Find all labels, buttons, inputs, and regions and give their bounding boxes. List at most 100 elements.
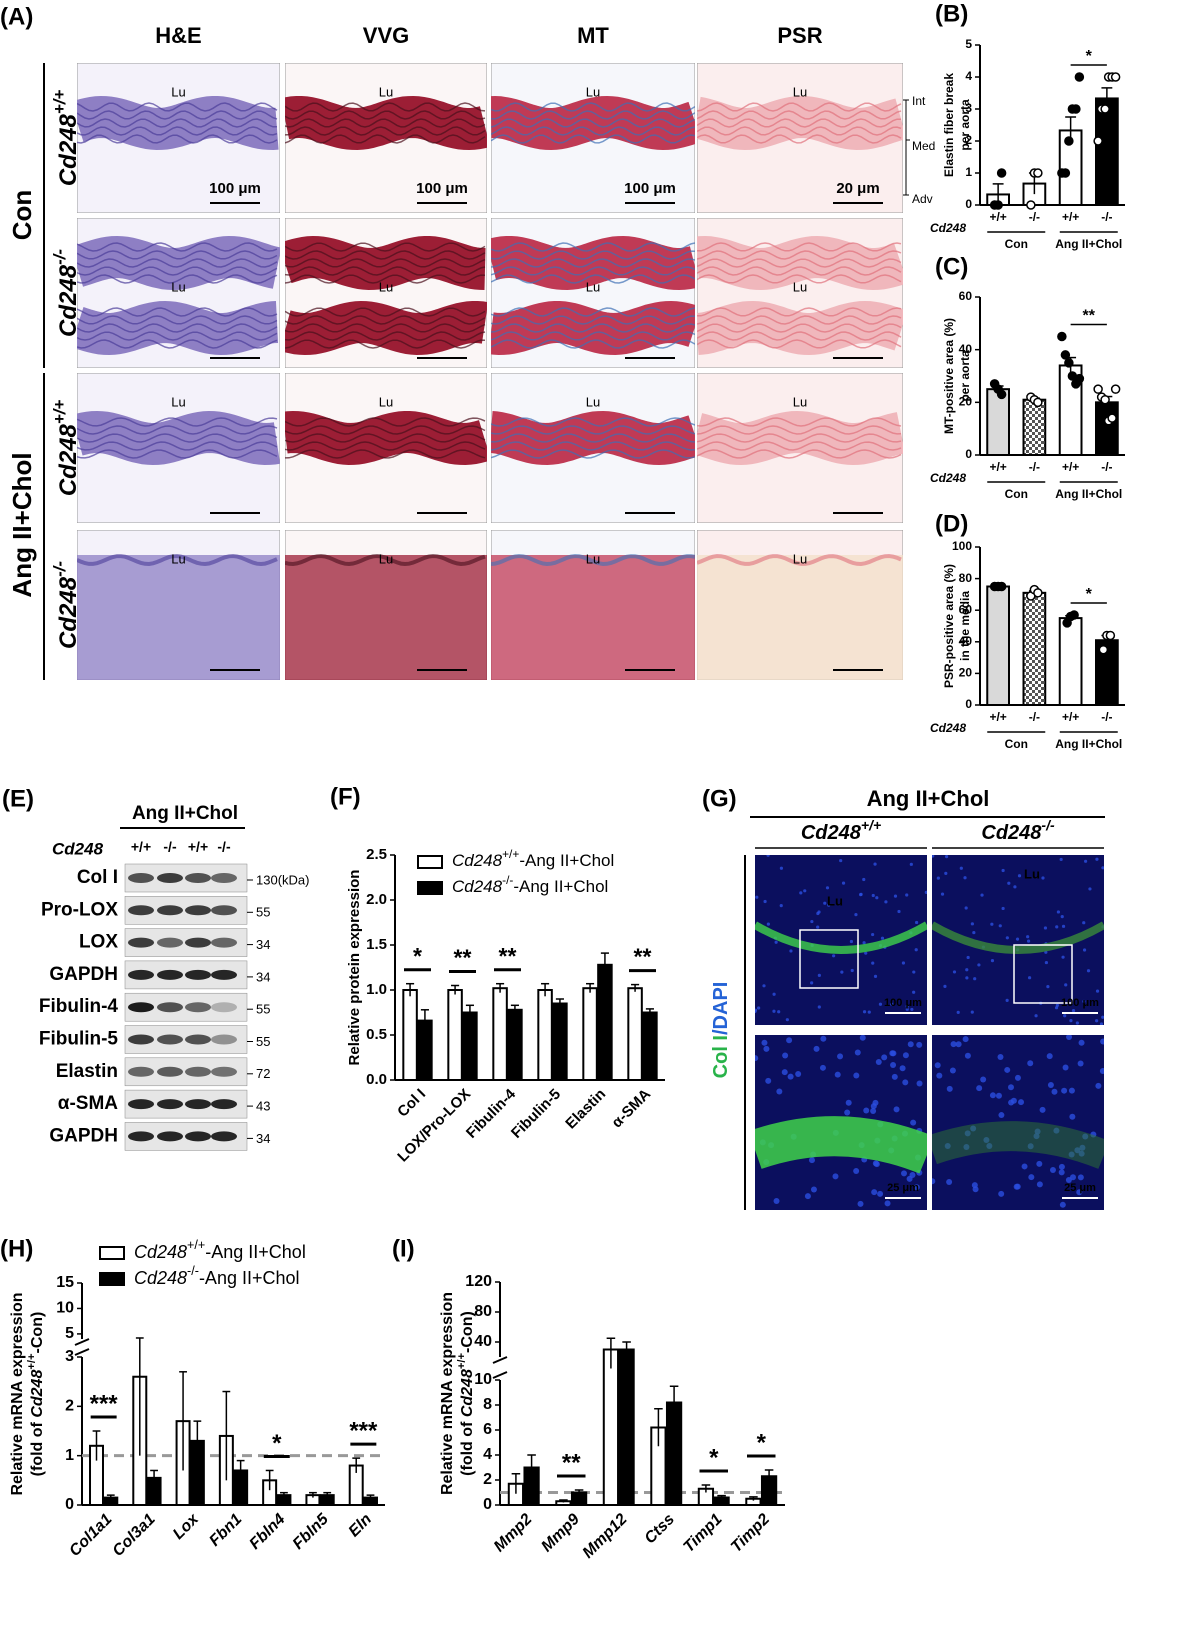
panel-letter: (D) <box>935 510 968 537</box>
nucleus <box>1049 1167 1056 1174</box>
significance: ** <box>499 943 517 969</box>
nucleus <box>1055 1003 1059 1007</box>
nucleus <box>781 1069 788 1076</box>
nucleus <box>1039 1106 1046 1113</box>
nucleus <box>901 961 906 965</box>
tissue-fiber <box>491 110 695 120</box>
x-tick-label: Fibulin-5 <box>508 1086 564 1142</box>
text-part: -Ang II+Chol <box>199 1268 300 1288</box>
tissue-fiber <box>285 266 486 276</box>
nucleus <box>817 1005 821 1009</box>
column-header: H&E <box>155 23 201 48</box>
tissue-fiber <box>491 102 695 112</box>
y-axis-label: (fold of Cd248+/+-Con) <box>26 1312 46 1477</box>
tissue-fiber <box>491 274 695 284</box>
nucleus <box>1007 1084 1014 1091</box>
x-tick-label: +/+ <box>989 210 1006 224</box>
nucleus <box>1101 866 1104 870</box>
text-part: Cd248 <box>452 877 503 896</box>
side-label-part: Col I <box>710 1035 732 1078</box>
lumen-label: Lu <box>379 84 393 99</box>
x-tick-label: Mmp9 <box>538 1511 583 1556</box>
data-point <box>1069 610 1079 620</box>
y-tick-label: 0.0 <box>366 1071 387 1088</box>
blot-band <box>128 1066 154 1077</box>
blot-label: Fibulin-4 <box>39 996 119 1017</box>
bar <box>507 1008 523 1081</box>
nucleus <box>936 876 940 880</box>
tissue <box>77 555 280 680</box>
bar <box>986 388 1010 456</box>
tissue-fiber <box>77 307 278 317</box>
lumen-label: Lu <box>379 394 393 409</box>
nucleus <box>906 1175 913 1182</box>
text-part: -Ang II+Chol <box>519 851 614 870</box>
tissue-fiber <box>285 449 486 459</box>
tissue-fiber <box>697 134 902 144</box>
y-tick-label: 60 <box>959 602 973 616</box>
nucleus <box>913 1184 920 1191</box>
nucleus <box>772 1009 776 1013</box>
histology-image: Lu 100 μm <box>77 63 280 213</box>
y-tick-label: 1.5 <box>366 936 387 953</box>
histology-image: Lu <box>285 530 487 680</box>
marker-label: 72 <box>256 1066 270 1081</box>
text-part: +/+ <box>861 817 881 833</box>
y-tick-label: 1 <box>65 1447 74 1464</box>
x-tick-label: -/- <box>1029 460 1040 474</box>
y-tick-label: 2.5 <box>366 846 387 863</box>
tissue-fiber <box>77 417 278 427</box>
tissue-fiber <box>491 250 695 260</box>
nucleus <box>1059 1201 1066 1208</box>
nucleus <box>1086 969 1091 973</box>
side-label: Col I/DAPI <box>710 982 732 1079</box>
column-header: PSR <box>777 23 822 48</box>
nucleus <box>871 893 875 898</box>
nucleus <box>936 1072 943 1079</box>
tissue-fiber <box>77 134 278 144</box>
data-point <box>1074 373 1085 384</box>
x-tick-label: +/+ <box>1062 460 1079 474</box>
y-tick-label: 2 <box>483 1471 492 1488</box>
nucleus <box>997 1053 1004 1060</box>
nucleus <box>1063 1014 1067 1018</box>
tissue-fiber <box>697 110 902 120</box>
histology-image: Lu <box>77 218 280 368</box>
tissue-fiber <box>697 258 902 268</box>
significance: ** <box>454 945 472 971</box>
nucleus <box>932 1178 936 1185</box>
nucleus <box>1005 998 1009 1002</box>
tissue-band <box>77 95 279 151</box>
tissue-fiber <box>77 449 278 459</box>
nucleus <box>1046 1053 1053 1060</box>
nucleus <box>825 886 830 890</box>
nucleus <box>950 1041 957 1048</box>
layer-label: Int <box>912 94 926 108</box>
nucleus <box>777 1010 781 1014</box>
nucleus <box>1065 1177 1072 1184</box>
y-axis-label: per aorta <box>958 350 972 402</box>
legend-label: Cd248-/--Ang II+Chol <box>452 873 608 896</box>
blot-band <box>157 1002 183 1013</box>
nucleus <box>1007 881 1011 885</box>
lumen-label: Lu <box>171 394 185 409</box>
gene-label: Cd248 <box>930 471 966 485</box>
group-label: Con <box>1005 237 1028 251</box>
x-tick-label: Mmp2 <box>491 1511 536 1556</box>
blot-band <box>211 1034 237 1045</box>
bar <box>462 1011 478 1081</box>
nucleus <box>873 974 878 978</box>
tissue-fiber <box>77 102 278 112</box>
data-point <box>1060 350 1071 360</box>
y-tick-label: 8 <box>483 1396 492 1413</box>
histology-image: Lu 100 μm <box>491 63 695 213</box>
nucleus <box>816 911 820 916</box>
text-part: Cd248 <box>134 1268 187 1288</box>
nucleus <box>763 1045 770 1052</box>
nucleus <box>964 906 968 910</box>
blot-band <box>157 873 183 883</box>
group-label: Ang II+Chol <box>7 452 37 597</box>
panel-title: Ang II+Chol <box>867 786 990 811</box>
nucleus <box>964 1052 971 1059</box>
